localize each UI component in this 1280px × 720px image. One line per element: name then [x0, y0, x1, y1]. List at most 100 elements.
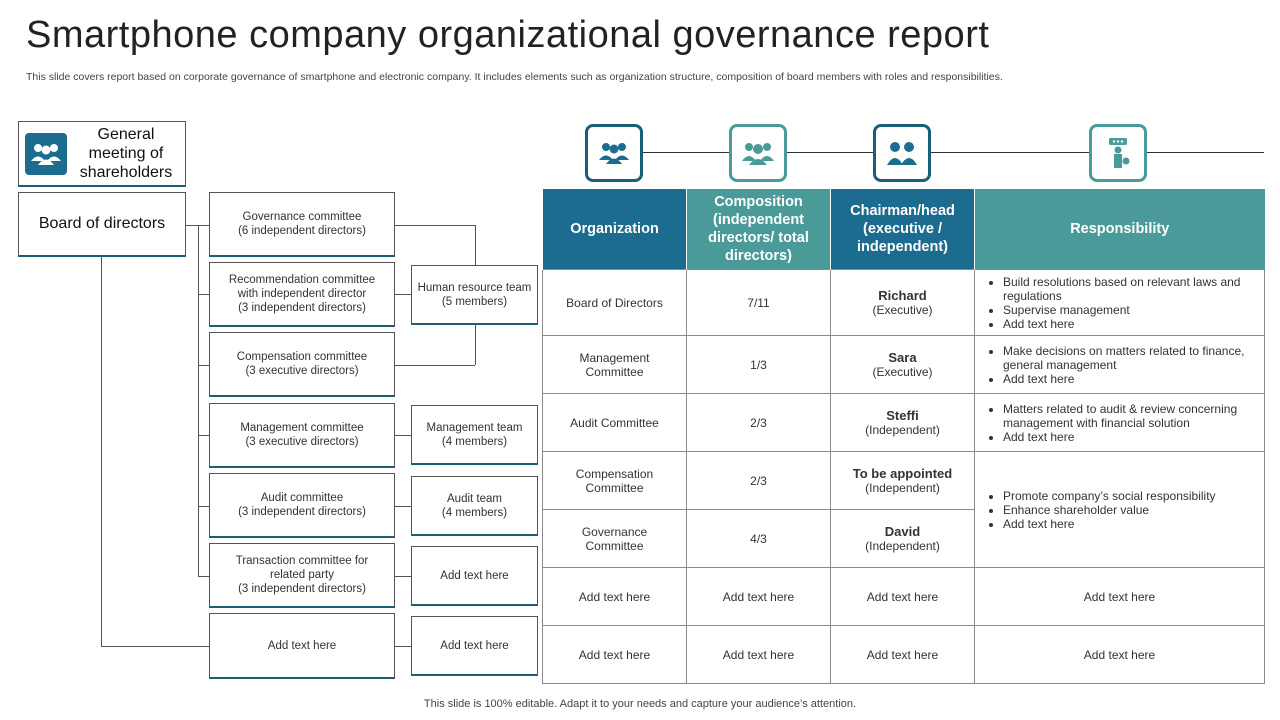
committee-box: Audit committee (3 independent directors… [209, 473, 395, 538]
responsibility-item: Add text here [1003, 517, 1258, 531]
chairman-name: David [884, 523, 921, 539]
chairman-name: Sara [888, 349, 917, 365]
team-icon [585, 124, 643, 182]
chairman-cell: Richard (Executive) [830, 269, 975, 336]
committee-box: Management committee (3 executive direct… [209, 403, 395, 468]
chairman-cell: Add text here [830, 567, 975, 626]
connector-line [101, 257, 102, 647]
connector-line [186, 225, 198, 226]
connector-line [198, 576, 210, 577]
composition-cell: 2/3 [686, 451, 831, 510]
committee-label: Recommendation committee with independen… [228, 274, 376, 314]
responsibility-item: Enhance shareholder value [1003, 503, 1258, 517]
team-box: Audit team (4 members) [411, 476, 538, 536]
icon-row-line [614, 152, 1264, 153]
responsibility-item: Add text here [1003, 317, 1258, 331]
two-people-icon [873, 124, 931, 182]
connector-line [475, 225, 476, 265]
connector-line [395, 576, 411, 577]
team-label: Add text here [440, 569, 509, 582]
chairman-cell: David (Independent) [830, 509, 975, 568]
team-box: Human resource team (5 members) [411, 265, 538, 325]
org-cell: Add text here [542, 567, 687, 626]
committee-label: Audit committee (3 independent directors… [238, 492, 366, 518]
team-label: Audit team (4 members) [441, 492, 508, 519]
table-row: Management Committee 1/3 Sara (Executive)… [542, 335, 1265, 394]
connector-line [475, 325, 476, 365]
chairman-role: (Executive) [872, 364, 933, 379]
page-subtitle: This slide covers report based on corpor… [26, 71, 1003, 83]
team-box: Add text here [411, 546, 538, 606]
chairman-role: (Executive) [872, 302, 933, 317]
header-chairman: Chairman/head (executive / independent) [830, 189, 975, 270]
chairman-cell: Steffi (Independent) [830, 393, 975, 452]
connector-line [395, 435, 411, 436]
connector-line [395, 646, 411, 647]
org-cell: Audit Committee [542, 393, 687, 452]
team-box: Management team (4 members) [411, 405, 538, 465]
responsibility-item: Supervise management [1003, 303, 1258, 317]
org-cell: Board of Directors [542, 269, 687, 336]
group-icon [729, 124, 787, 182]
composition-cell: Add text here [686, 625, 831, 684]
header-responsibility: Responsibility [974, 189, 1265, 270]
committee-label: Transaction committee for related party … [235, 555, 369, 595]
composition-cell: 2/3 [686, 393, 831, 452]
responsibility-item: Make decisions on matters related to fin… [1003, 344, 1258, 372]
chairman-name: To be appointed [852, 465, 953, 481]
table-row: Audit Committee 2/3 Steffi (Independent) … [542, 393, 1265, 452]
connector-line [198, 506, 210, 507]
header-organization: Organization [542, 189, 687, 270]
org-cell: Compensation Committee [542, 451, 687, 510]
chairman-role: (Independent) [865, 538, 940, 553]
connector-line [395, 506, 411, 507]
responsibility-item: Promote company’s social responsibility [1003, 489, 1258, 503]
responsibility-cell: Make decisions on matters related to fin… [974, 335, 1265, 394]
header-composition: Composition (independent directors/ tota… [686, 189, 831, 270]
composition-cell: 7/11 [686, 269, 831, 336]
team-label: Management team (4 members) [426, 421, 523, 448]
org-cell: Management Committee [542, 335, 687, 394]
presenter-icon [1089, 124, 1147, 182]
chairman-name: Steffi [886, 407, 919, 423]
committee-label: Management committee (3 executive direct… [240, 422, 364, 448]
connector-line [395, 365, 475, 366]
table-row: Board of Directors 7/11 Richard (Executiv… [542, 269, 1265, 336]
page-title: Smartphone company organizational govern… [26, 14, 990, 56]
chairman-name: Richard [878, 287, 927, 303]
committee-box: Compensation committee (3 executive dire… [209, 332, 395, 397]
footer-note: This slide is 100% editable. Adapt it to… [423, 698, 857, 710]
responsibility-item: Build resolutions based on relevant laws… [1003, 275, 1258, 303]
chairman-role: (Independent) [865, 422, 940, 437]
committee-box: Recommendation committee with independen… [209, 262, 395, 327]
team-label: Human resource team (5 members) [417, 281, 532, 308]
responsibility-cell: Build resolutions based on relevant laws… [974, 269, 1265, 336]
shareholders-icon [25, 132, 67, 175]
responsibility-cell: Add text here [974, 625, 1265, 684]
responsibility-item: Add text here [1003, 372, 1258, 386]
responsibility-cell: Promote company’s social responsibilityE… [974, 451, 1265, 568]
composition-cell: 4/3 [686, 509, 831, 568]
responsibility-item: Matters related to audit & review concer… [1003, 402, 1258, 430]
connector-line [101, 646, 210, 647]
table-row: Add text here Add text here Add text her… [542, 625, 1265, 684]
responsibility-item: Add text here [1003, 430, 1258, 444]
connector-line [395, 225, 475, 226]
committee-box: Transaction committee for related party … [209, 543, 395, 608]
connector-line [198, 225, 199, 577]
committee-box: Governance committee (6 independent dire… [209, 192, 395, 257]
chairman-cell: To be appointed (Independent) [830, 451, 975, 510]
board-of-directors-box: Board of directors [18, 192, 186, 257]
committee-box: Add text here [209, 613, 395, 679]
responsibility-cell: Add text here [974, 567, 1265, 626]
chairman-cell: Add text here [830, 625, 975, 684]
committee-label: Governance committee (6 independent dire… [238, 211, 366, 237]
general-meeting-label: General meeting of shareholders [79, 126, 173, 181]
connector-line [198, 365, 210, 366]
governance-table: Organization Composition (independent di… [542, 189, 1265, 684]
connector-line [395, 294, 411, 295]
committee-label: Compensation committee (3 executive dire… [236, 351, 368, 377]
composition-cell: Add text here [686, 567, 831, 626]
org-cell: Governance Committee [542, 509, 687, 568]
composition-cell: 1/3 [686, 335, 831, 394]
